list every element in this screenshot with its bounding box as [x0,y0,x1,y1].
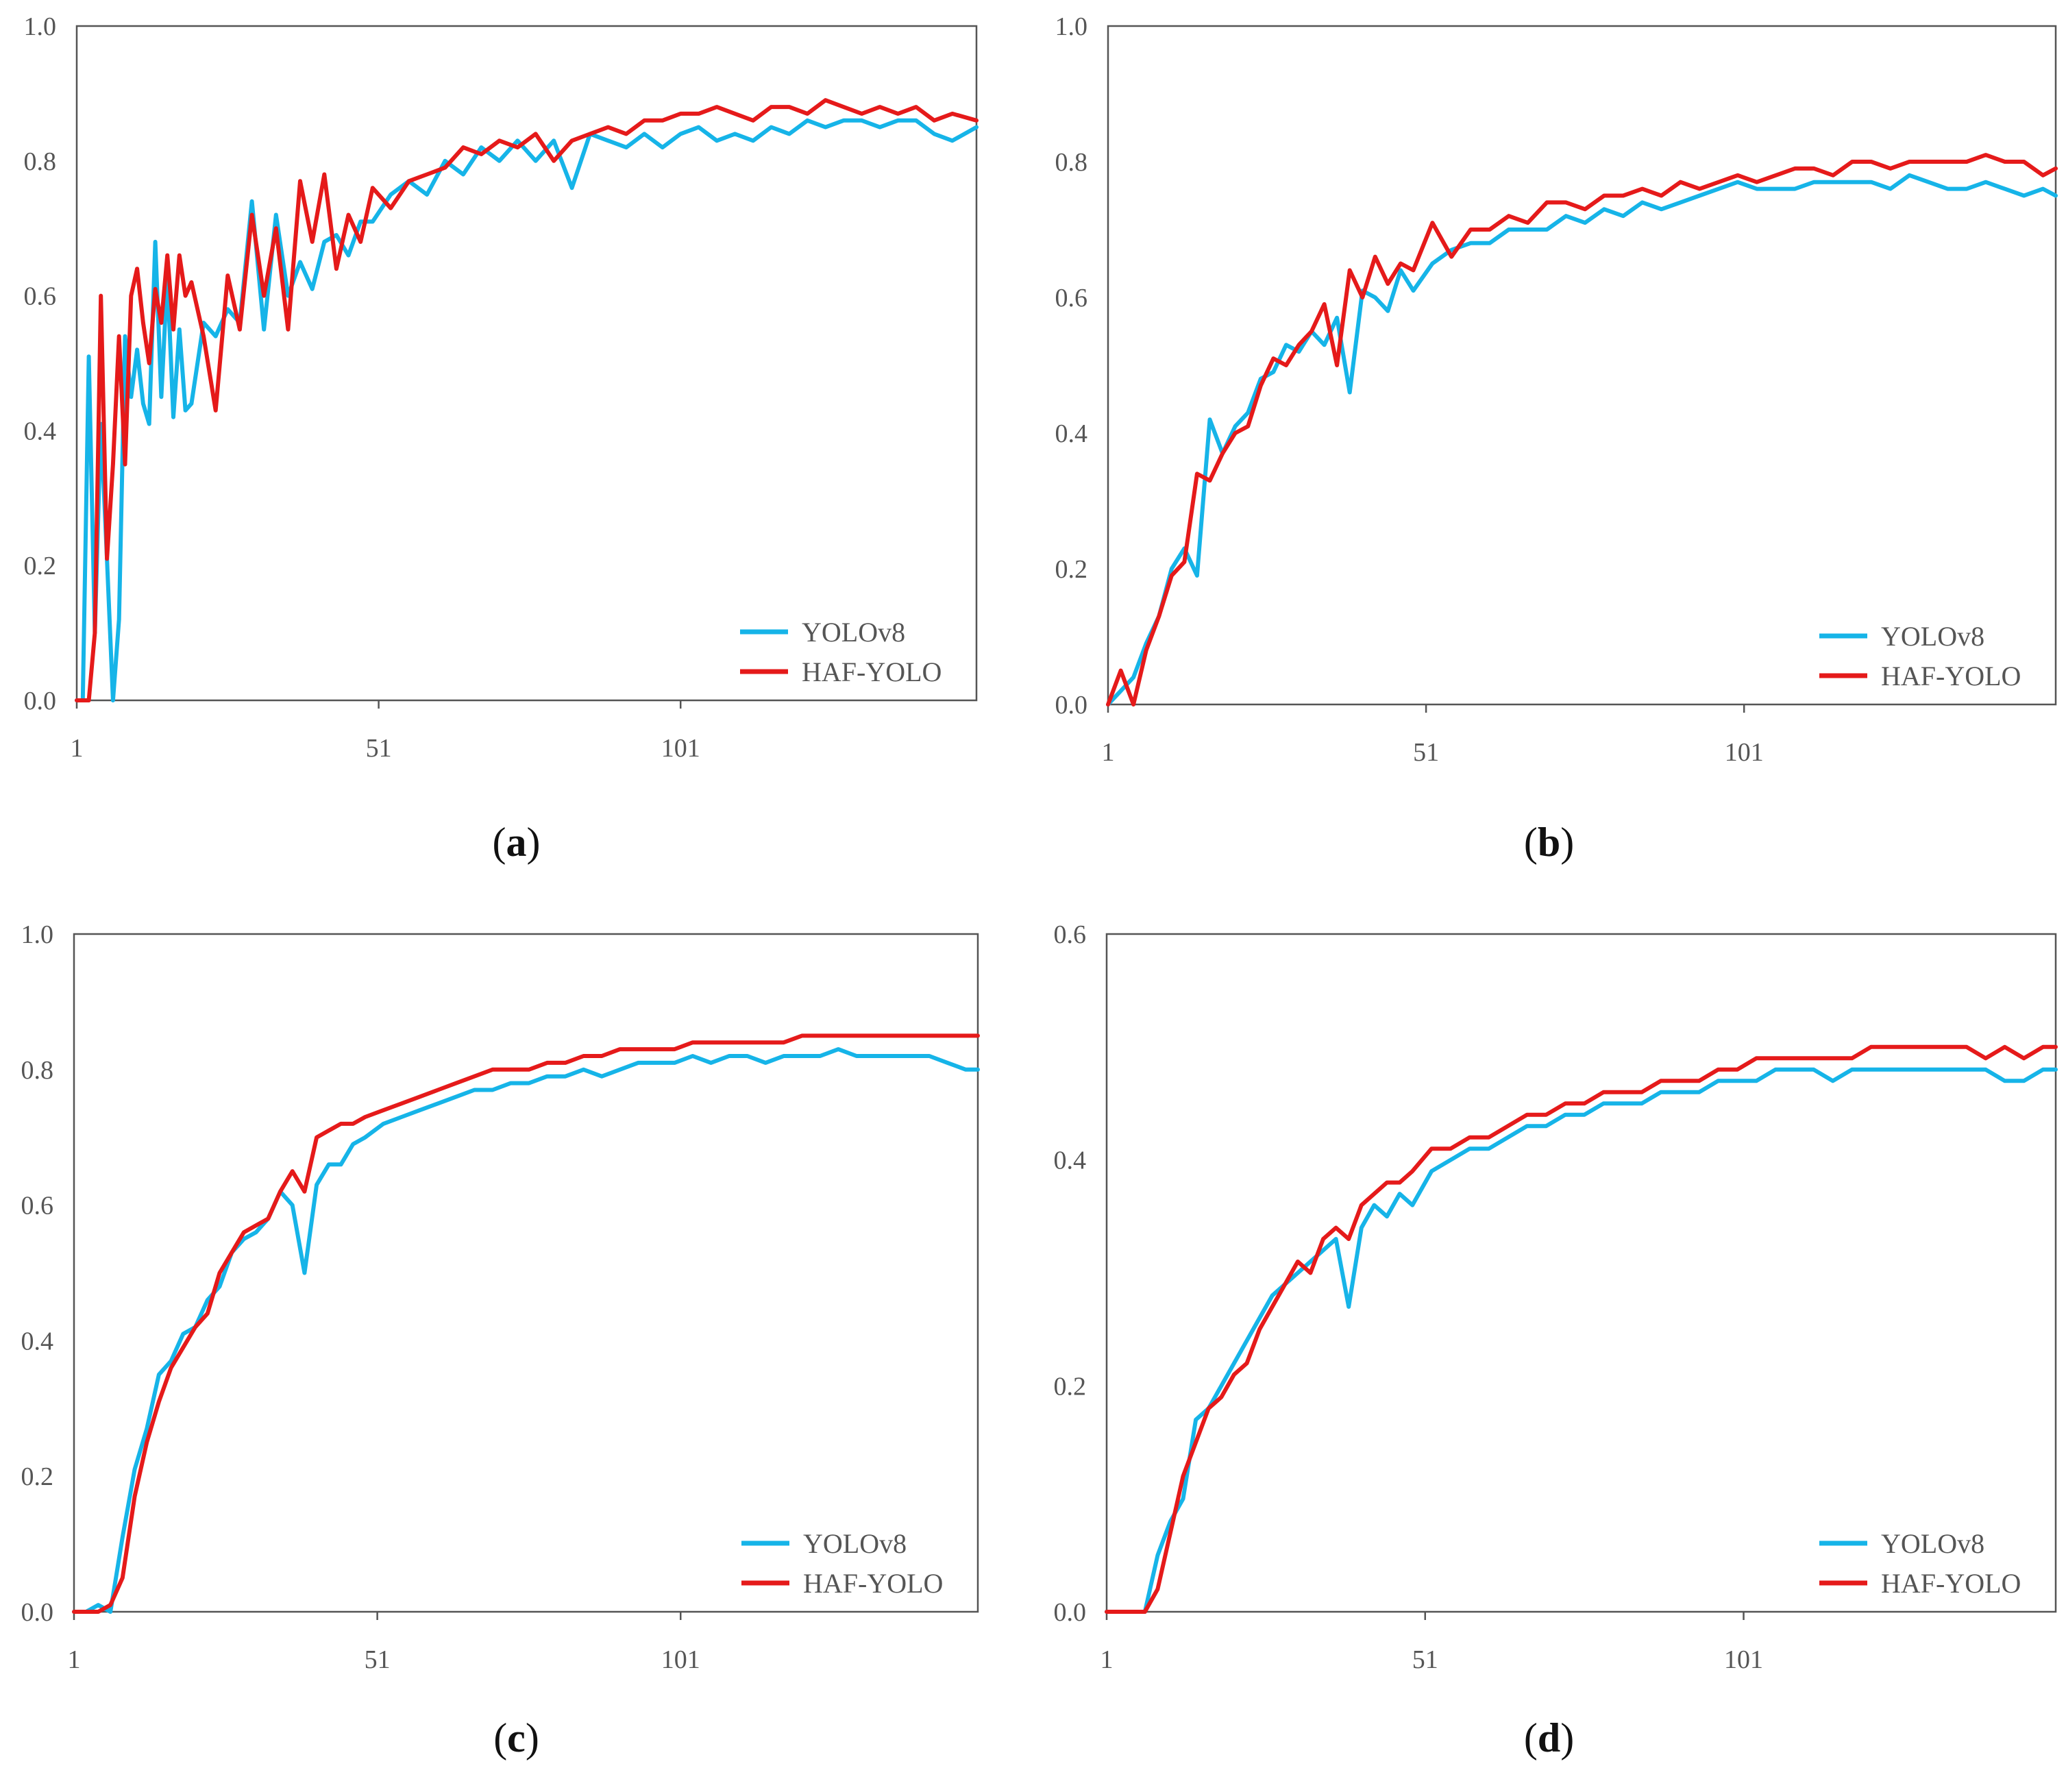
x-tick-label: 101 [661,1645,700,1674]
plot-frame [75,25,978,702]
y-tick-label: 0.0 [1054,1598,1087,1627]
y-tick-label: 0.2 [1054,1372,1087,1401]
plot-frame [73,933,979,1613]
x-tick-label: 51 [1413,738,1439,767]
x-tick-label: 101 [661,734,700,763]
legend-label: YOLOv8 [803,1528,907,1559]
x-tick-label: 1 [71,734,84,763]
x-tick-label: 51 [366,734,392,763]
caption-c: (c) [493,1715,539,1760]
caption-b: (b) [1523,820,1575,865]
y-tick-label: 0.8 [21,1056,54,1085]
y-tick-label: 1.0 [1055,12,1088,41]
chart-b-svg: 0.0 0.2 0.4 0.6 0.8 1.0 1 51 101 YOLOv8 HAF-YOLO [1055,12,2058,767]
y-tick-label: 0.2 [1055,555,1088,584]
y-tick-label: 0.8 [24,147,57,176]
x-tick-label: 101 [1725,738,1764,767]
legend-label: HAF-YOLO [1881,661,2021,691]
y-tick-label: 1.0 [24,12,57,41]
x-tick-label: 101 [1724,1645,1763,1674]
legend-label: HAF-YOLO [803,1568,943,1599]
plot-frame [1107,25,2057,706]
chart-d-svg: 0.0 0.2 0.4 0.6 1 51 101 YOLOv8 HAF-YOLO [1054,920,2058,1674]
series-line-haf-yolo [75,98,979,702]
y-tick-label: 0.4 [24,417,57,445]
chart-panel-c: 0.0 0.2 0.4 0.6 0.8 1.0 1 51 101 YOLOv8 HAF-YOLO (… [0,896,1033,1791]
y-tick-label: 0.4 [21,1327,54,1355]
y-tick-label: 0.0 [21,1598,54,1627]
y-tick-label: 0.4 [1054,1146,1087,1175]
y-tick-label: 0.2 [24,552,57,580]
x-tick-label: 1 [1100,1645,1114,1674]
legend-label: HAF-YOLO [802,656,942,687]
chart-c-svg: 0.0 0.2 0.4 0.6 0.8 1.0 1 51 101 YOLOv8 HAF-YOLO [21,920,980,1674]
y-tick-label: 0.4 [1055,419,1088,448]
x-tick-label: 51 [365,1645,391,1674]
y-tick-label: 0.6 [1054,920,1087,949]
caption-d: (d) [1523,1715,1575,1760]
y-tick-label: 0.8 [1055,148,1088,177]
series-line-yolov8 [75,118,979,702]
series-line-yolov8 [1105,1067,2058,1614]
y-tick-label: 0.6 [21,1192,54,1220]
x-tick-label: 1 [68,1645,81,1674]
series-line-haf-yolo [72,1033,980,1614]
plot-frame [1105,933,2057,1613]
series-line-haf-yolo [1106,153,2058,707]
legend-label: HAF-YOLO [1881,1568,2021,1599]
y-tick-label: 0.2 [21,1462,54,1491]
x-tick-label: 51 [1412,1645,1438,1674]
chart-panel-b: 0.0 0.2 0.4 0.6 0.8 1.0 1 51 101 YOLOv8 HAF-YOLO (… [1033,0,2065,896]
series-line-haf-yolo [1105,1044,2058,1614]
series-line-yolov8 [1106,173,2058,707]
legend-label: YOLOv8 [802,617,905,648]
y-tick-label: 0.6 [24,282,57,311]
y-tick-label: 0.6 [1055,284,1088,312]
series-line-yolov8 [72,1047,980,1614]
caption-a: (a) [492,820,541,865]
chart-a-svg: 0.0 0.2 0.4 0.6 0.8 1.0 1 51 101 YOLOv8 HAF-YOLO [24,12,979,763]
y-tick-label: 0.0 [24,687,57,715]
legend-label: YOLOv8 [1881,621,1984,652]
chart-panel-a: 0.0 0.2 0.4 0.6 0.8 1.0 1 51 101 YOLOv8 HAF-YOLO (… [0,0,1033,896]
y-tick-label: 1.0 [21,920,54,949]
legend-label: YOLOv8 [1881,1528,1984,1559]
chart-panel-d: 0.0 0.2 0.4 0.6 1 51 101 YOLOv8 HAF-YOLO (d) [1033,896,2065,1791]
y-tick-label: 0.0 [1055,691,1088,720]
x-tick-label: 1 [1102,738,1115,767]
